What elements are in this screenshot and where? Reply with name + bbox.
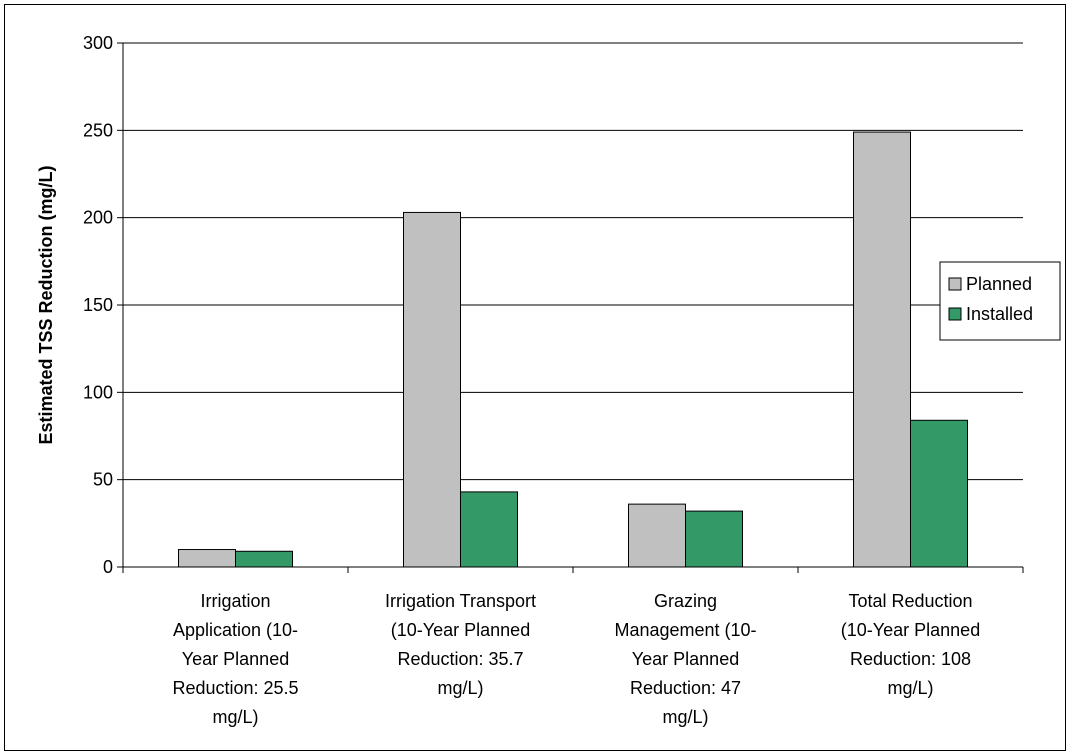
legend-swatch-planned xyxy=(948,277,962,291)
x-category-label: Irrigation Transport (10-Year Planned Redu… xyxy=(385,591,536,698)
bar-installed-0 xyxy=(235,550,293,568)
bar-planned-1 xyxy=(403,211,461,568)
axes xyxy=(117,42,1024,573)
x-category-label: Grazing Management (10-Year Planned Reduct… xyxy=(614,591,756,727)
y-tick-label: 0 xyxy=(103,557,113,577)
y-tick-label: 150 xyxy=(83,295,113,315)
legend-box xyxy=(939,261,1061,341)
y-axis-label: Estimated TSS Reduction (mg/L) xyxy=(36,165,56,444)
y-tick-label: 50 xyxy=(93,470,113,490)
bars xyxy=(178,131,968,568)
legend-swatch-installed xyxy=(948,307,962,321)
y-tick-label: 300 xyxy=(83,33,113,53)
category-labels: Irrigation Application (10-Year Planned Re… xyxy=(172,591,980,727)
chart-frame xyxy=(4,4,1066,751)
bar-planned-0 xyxy=(178,549,236,568)
y-tick-label: 250 xyxy=(83,120,113,140)
legend-label-installed: Installed xyxy=(966,304,1033,324)
y-tick-label: 100 xyxy=(83,382,113,402)
legend-label-planned: Planned xyxy=(966,274,1032,294)
y-tick-labels: 0 50 100 150 200 250 300 xyxy=(83,33,113,577)
bar-planned-3 xyxy=(853,131,911,568)
bar-installed-2 xyxy=(685,510,743,568)
bar-installed-3 xyxy=(910,419,968,568)
legend: Planned Installed xyxy=(939,261,1061,341)
y-tick-label: 200 xyxy=(83,208,113,228)
x-category-label: Total Reduction (10-Year Planned Reduction… xyxy=(841,591,980,698)
bar-installed-1 xyxy=(460,491,518,568)
x-category-label: Irrigation Application (10-Year Planned Re… xyxy=(172,591,298,727)
bar-planned-2 xyxy=(628,503,686,568)
